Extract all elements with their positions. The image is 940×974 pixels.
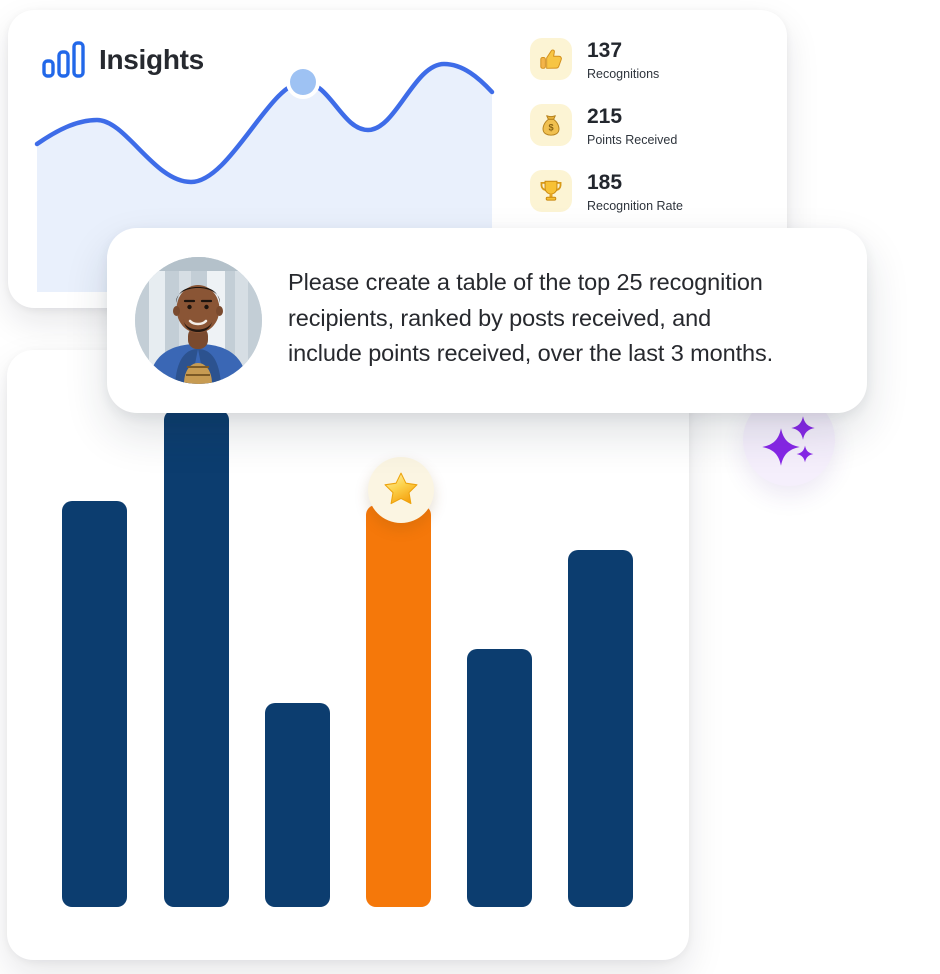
bar-4-highlighted: [366, 505, 431, 907]
stat-recognition-rate: 185 Recognition Rate: [530, 170, 683, 213]
star-icon: [384, 472, 418, 505]
sparkle-icon: [762, 416, 815, 466]
chat-message-line: Please create a table of the top 25 reco…: [288, 269, 763, 295]
bar-6: [568, 550, 633, 907]
stat-points-received: $ 215 Points Received: [530, 104, 683, 147]
stat-value: 137: [587, 39, 623, 62]
bar-2: [164, 410, 229, 907]
stat-value: 185: [587, 171, 623, 194]
stat-label: Recognition Rate: [587, 199, 683, 213]
bar-5: [467, 649, 532, 907]
chat-message-line: recipients, ranked by posts received, an…: [288, 304, 712, 331]
thumbs-up-icon: [530, 38, 572, 80]
star-badge: [368, 457, 434, 523]
stats-panel: 137 Recognitions $ 215 Points Received: [530, 38, 683, 213]
stat-label: Points Received: [587, 133, 678, 147]
bar-1: [62, 501, 127, 907]
avatar: [135, 257, 262, 384]
svg-text:$: $: [548, 123, 553, 133]
stat-label: Recognitions: [587, 67, 660, 81]
trophy-icon: [530, 170, 572, 212]
chat-message-card: Please create a table of the top 25 reco…: [107, 228, 867, 413]
bar-chart-card: [7, 350, 689, 960]
insights-title: Insights: [99, 44, 204, 75]
bar-3: [265, 703, 330, 907]
stat-value: 215: [587, 105, 623, 128]
money-bag-icon: $: [530, 104, 572, 146]
stat-recognitions: 137 Recognitions: [530, 38, 683, 81]
bar-chart-icon: [42, 41, 85, 78]
chat-message-text: Please create a table of the top 25 reco…: [288, 265, 773, 372]
chart-point-marker: [286, 65, 320, 99]
chat-message-line: include points received, over the last 3…: [288, 340, 774, 366]
